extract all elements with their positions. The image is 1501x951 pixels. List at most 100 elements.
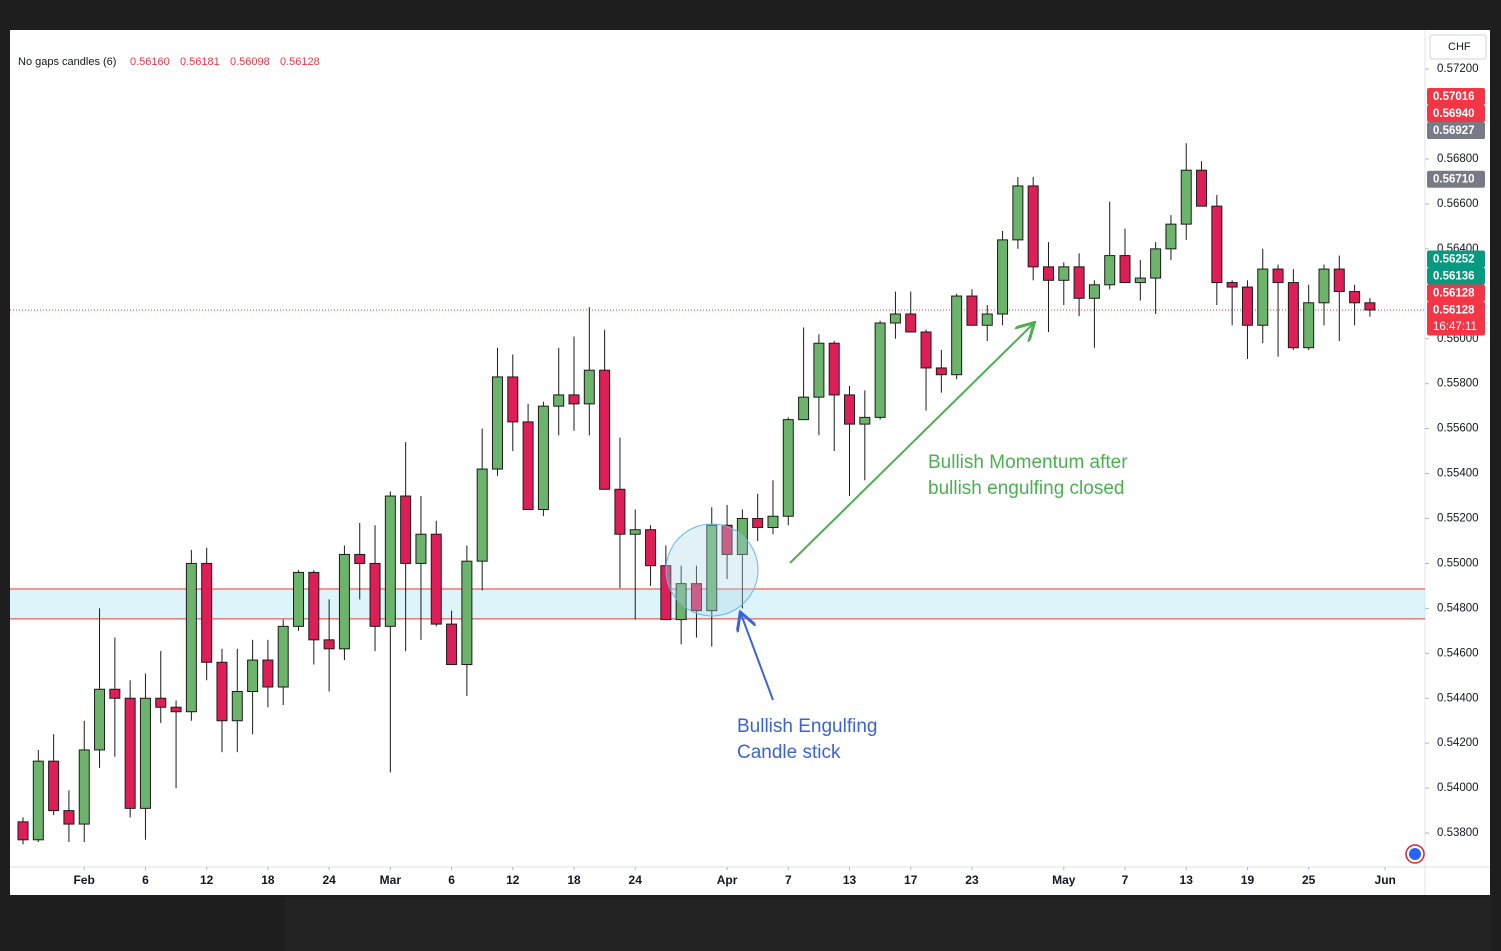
- x-tick-label: 24: [322, 873, 336, 887]
- candle-body: [874, 322, 886, 418]
- candle-body: [78, 749, 90, 825]
- y-tick-label: 0.57200: [1437, 63, 1479, 75]
- candle-body: [537, 405, 549, 511]
- candle-body: [645, 529, 657, 567]
- y-tick-label: 0.54000: [1437, 782, 1479, 794]
- candle-body: [155, 697, 167, 708]
- price-tag-label: 0.57016: [1433, 91, 1475, 103]
- legend-name: No gaps candles (6): [18, 56, 116, 68]
- candle-body: [476, 468, 488, 562]
- x-tick-label: May: [1052, 873, 1076, 887]
- bottom-panel: [285, 897, 1490, 951]
- candle-body: [859, 416, 871, 425]
- candle-body: [889, 313, 901, 324]
- legend-value: 0.56098: [230, 56, 270, 68]
- candle-body: [844, 394, 856, 425]
- x-tick-label: 7: [785, 873, 792, 887]
- price-tag-label: 0.56252: [1433, 254, 1475, 266]
- candle-body: [1349, 291, 1361, 304]
- chart-area: [10, 30, 1490, 895]
- candle-body: [935, 367, 947, 376]
- candle-body: [828, 342, 840, 396]
- candle-body: [354, 553, 366, 564]
- candle-body: [507, 376, 519, 423]
- candle-body: [446, 623, 458, 666]
- candle-body: [981, 313, 993, 326]
- x-tick-label: 17: [904, 873, 918, 887]
- candle-body: [277, 625, 289, 688]
- candle-body: [94, 688, 106, 751]
- candle-body: [920, 331, 932, 369]
- price-tag-label: 0.56710: [1433, 174, 1475, 186]
- price-tag-label: 0.56927: [1433, 125, 1475, 137]
- candle-body: [1287, 282, 1299, 349]
- candle-body: [139, 697, 151, 809]
- candle-body: [1042, 266, 1054, 281]
- candle-body: [1211, 205, 1223, 284]
- price-tag: [1427, 267, 1485, 285]
- candle-body: [905, 313, 917, 333]
- x-tick-label: 23: [965, 873, 979, 887]
- price-tag-label: 0.56136: [1433, 271, 1475, 283]
- candle-body: [308, 571, 320, 641]
- candle-body: [124, 697, 136, 809]
- logo: [1405, 844, 1425, 864]
- candle-body: [63, 810, 75, 825]
- candle-body: [1150, 248, 1162, 279]
- y-tick-label: 0.54400: [1437, 692, 1479, 704]
- candle-body: [752, 517, 764, 528]
- candle-body: [231, 691, 243, 722]
- candle-body: [293, 571, 305, 627]
- candle-body: [798, 396, 810, 421]
- candle-body: [629, 529, 641, 535]
- candle-body: [951, 295, 963, 376]
- price-tag-label: 0.56128: [1433, 305, 1475, 317]
- candle-body: [721, 524, 733, 555]
- candle-body: [1027, 185, 1039, 268]
- x-tick-label: 12: [506, 873, 520, 887]
- engulfing-arrow: [741, 614, 774, 701]
- x-tick-label: 24: [629, 873, 643, 887]
- y-tick-label: 0.53800: [1437, 827, 1479, 839]
- x-tick-label: 18: [567, 873, 581, 887]
- candle-body: [736, 517, 748, 555]
- candle-body: [782, 419, 794, 517]
- candle-body: [1165, 223, 1177, 250]
- candle-body: [430, 533, 442, 625]
- candle-body: [1364, 302, 1376, 311]
- candle-body: [262, 659, 274, 688]
- legend-value: 0.56128: [280, 56, 320, 68]
- candle-body: [1196, 169, 1208, 207]
- candle-body: [813, 342, 825, 398]
- y-tick-label: 0.55600: [1437, 423, 1479, 435]
- candle-body: [338, 553, 350, 650]
- legend-value: 0.56181: [180, 56, 220, 68]
- price-tag: [1427, 121, 1485, 139]
- candle-body: [323, 639, 335, 650]
- candle-body: [568, 394, 580, 405]
- candle-body: [706, 524, 718, 612]
- candle-body: [216, 661, 228, 722]
- candle-body: [491, 376, 503, 470]
- candle-body: [1119, 255, 1131, 284]
- x-tick-label: 6: [142, 873, 149, 887]
- annotation: bullish engulfing closed: [928, 478, 1124, 499]
- candle-body: [1257, 268, 1269, 326]
- highlight-circle: [665, 523, 759, 617]
- candle-body: [247, 659, 259, 693]
- y-tick-label: 0.55200: [1437, 513, 1479, 525]
- candle-body: [1226, 282, 1238, 288]
- x-tick-label: 13: [1180, 873, 1194, 887]
- x-tick-label: 7: [1122, 873, 1129, 887]
- x-tick-label: 25: [1302, 873, 1316, 887]
- candle-body: [997, 239, 1009, 315]
- candle-body: [415, 533, 427, 564]
- candle-body: [201, 562, 213, 663]
- price-tag-label: 0.56940: [1433, 108, 1475, 120]
- candle-body: [1241, 286, 1253, 326]
- price-tag: [1427, 87, 1485, 105]
- currency: CHF: [1448, 41, 1471, 53]
- annotation: Bullish Momentum after: [928, 452, 1128, 473]
